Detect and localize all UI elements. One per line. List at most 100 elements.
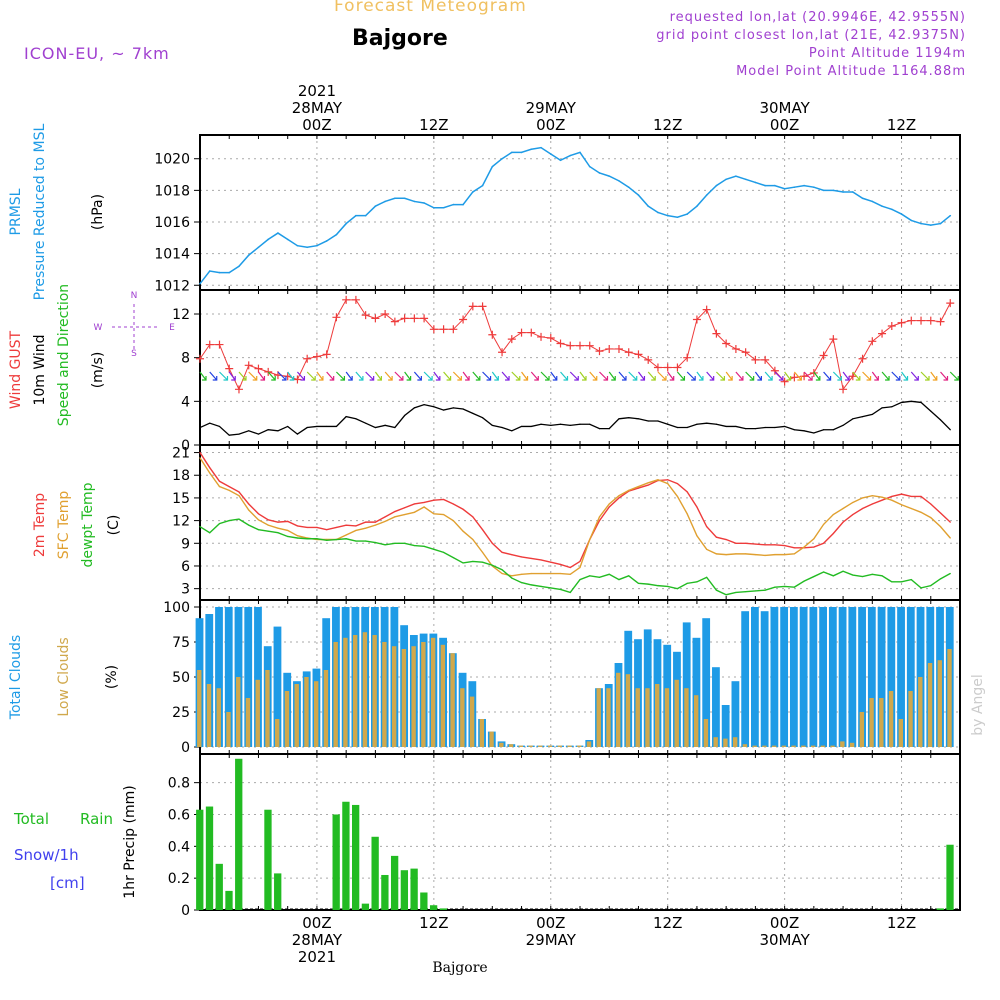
- temp-sfc-point: [900, 504, 903, 506]
- total-cloud-bar: [906, 607, 915, 747]
- low-cloud-bar: [918, 677, 923, 747]
- gust-point: [312, 352, 321, 361]
- wind-direction-arrow: [793, 371, 802, 381]
- dewpt-point: [238, 518, 240, 520]
- bottom-time-label: 00Z: [536, 914, 565, 932]
- dewpt-point: [930, 585, 932, 587]
- pressure-point: [803, 184, 805, 187]
- low-cloud-bar: [762, 745, 767, 747]
- dewpt-point: [871, 573, 873, 575]
- gust-point: [722, 339, 731, 348]
- wind-direction-arrow: [550, 371, 558, 381]
- temp-2m-point: [832, 532, 834, 535]
- pressure-point: [540, 146, 542, 149]
- wind-point: [774, 426, 776, 429]
- low-cloud-bar: [869, 698, 874, 747]
- gust-point: [731, 344, 740, 353]
- wind-line: [199, 400, 951, 436]
- low-cloud-bar: [333, 642, 338, 747]
- temp-2m-point: [842, 521, 844, 523]
- pressure-point: [647, 205, 650, 207]
- wind-point: [579, 423, 581, 425]
- wind-point: [910, 400, 912, 402]
- temp-unit: (C): [106, 515, 122, 536]
- gust-point: [196, 354, 204, 363]
- pressure-point: [569, 154, 572, 157]
- temp-sfc-point: [296, 535, 299, 537]
- low-cloud-bar: [197, 670, 202, 747]
- pressure-point: [228, 271, 231, 274]
- temp-2m-point: [335, 526, 338, 529]
- gust-point: [478, 302, 487, 311]
- rain-bar: [400, 870, 409, 910]
- gust-point: [858, 354, 867, 363]
- pressure-point: [939, 222, 942, 225]
- dewpt-point: [598, 576, 601, 578]
- pressure-point: [618, 180, 620, 182]
- wind-point: [900, 401, 903, 404]
- dewpt-point: [413, 544, 415, 547]
- low-cloud-bar: [245, 698, 251, 747]
- rain-bar: [936, 908, 944, 910]
- temp-sfc-point: [530, 572, 532, 575]
- temp-sfc-point: [404, 513, 406, 516]
- temp-2m-point: [579, 560, 581, 563]
- temp-sfc-point: [394, 516, 396, 518]
- temp-sfc-point: [550, 572, 552, 575]
- temp-sfc-point: [793, 553, 795, 555]
- wind-direction-arrow: [257, 371, 266, 381]
- pressure-point: [218, 271, 221, 274]
- low-cloud-bar: [226, 712, 231, 747]
- gust-point: [624, 348, 633, 357]
- wind-point: [657, 420, 659, 422]
- temp-sfc-point: [832, 513, 834, 516]
- wind-point: [832, 429, 834, 431]
- dewpt-point: [520, 582, 523, 584]
- gust-point: [917, 316, 926, 325]
- temp-2m-point: [540, 559, 542, 561]
- temp-2m-point: [871, 503, 873, 505]
- dewpt-point: [559, 588, 562, 591]
- dewpt-label: dewpt Temp: [80, 482, 96, 567]
- dewpt-point: [452, 557, 454, 559]
- top-time-label: 00Z: [770, 116, 799, 134]
- low-cloud-bar: [528, 745, 533, 747]
- dewpt-point: [355, 540, 357, 542]
- gust-point: [595, 347, 604, 356]
- total-cloud-bar: [244, 607, 253, 747]
- temp-sfc-point: [764, 554, 766, 556]
- wind-direction-arrow: [637, 371, 646, 381]
- temp-2m-point: [793, 547, 795, 549]
- dewpt-point: [530, 584, 532, 586]
- gust-point: [439, 325, 448, 334]
- pressure-line: [199, 146, 951, 285]
- dewpt-point: [706, 576, 708, 578]
- temp-2m-point: [384, 516, 386, 518]
- wind-point: [842, 424, 844, 426]
- temp-sfc-point: [667, 482, 669, 485]
- wind-point: [267, 429, 269, 431]
- temp-2m-point: [735, 542, 737, 544]
- temp-2m-point: [452, 503, 454, 505]
- y-tick-label: 15: [172, 491, 190, 507]
- wind-point: [725, 425, 727, 428]
- gust-point: [254, 364, 263, 373]
- wind-point: [442, 409, 445, 411]
- pressure-point: [247, 254, 250, 257]
- low-cloud-bar: [840, 741, 845, 747]
- wind-direction-arrow: [296, 371, 306, 381]
- gust-point: [770, 366, 779, 375]
- temp-2m-point: [520, 556, 523, 558]
- pressure-point: [920, 222, 922, 225]
- total-cloud-bar: [897, 607, 905, 747]
- pressure-point: [627, 186, 630, 188]
- low-cloud-bar: [820, 745, 826, 747]
- wind-point: [559, 423, 562, 425]
- rain-bar: [196, 809, 204, 910]
- low-cloud-bar: [538, 745, 543, 747]
- pressure-point: [335, 233, 338, 236]
- wind-point: [316, 425, 318, 428]
- dewpt-point: [296, 537, 299, 539]
- low-cloud-bar: [216, 688, 221, 747]
- pressure-point: [900, 213, 903, 215]
